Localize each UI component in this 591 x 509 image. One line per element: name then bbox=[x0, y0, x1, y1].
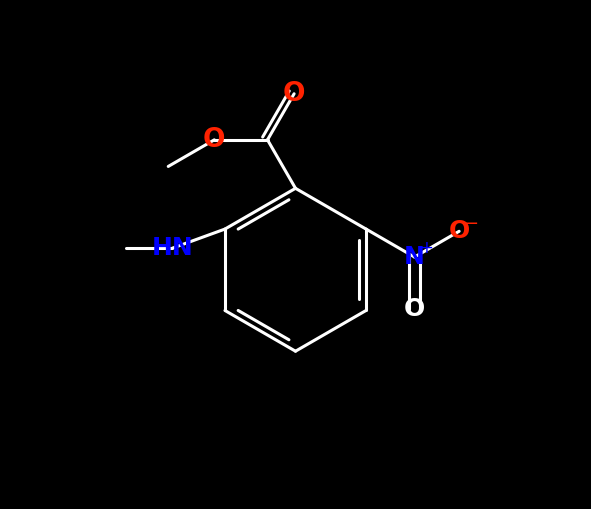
Text: +: + bbox=[419, 239, 433, 257]
Text: −: − bbox=[463, 215, 478, 233]
Text: HN: HN bbox=[151, 236, 193, 260]
Text: O: O bbox=[203, 127, 226, 153]
Text: O: O bbox=[404, 297, 425, 321]
Text: O: O bbox=[449, 219, 470, 243]
Text: N: N bbox=[404, 245, 425, 269]
Text: O: O bbox=[283, 81, 306, 107]
